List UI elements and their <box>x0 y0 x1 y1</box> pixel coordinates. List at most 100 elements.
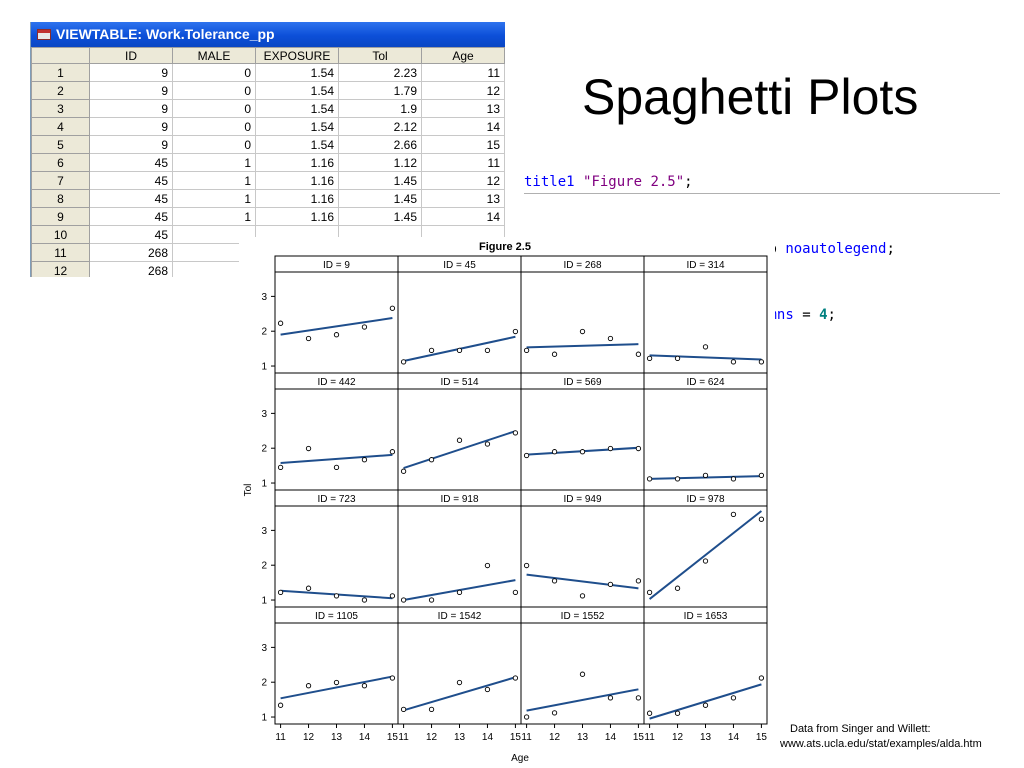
data-point <box>551 449 558 455</box>
row-number[interactable]: 4 <box>31 117 90 136</box>
row-number[interactable]: 10 <box>31 225 90 244</box>
row-number[interactable]: 6 <box>31 153 90 172</box>
table-row[interactable]: 1 9 0 1.54 2.23 11 <box>31 63 505 82</box>
viewtable-window[interactable]: VIEWTABLE: Work.Tolerance_pp ID MALE EXPOS… <box>30 22 505 277</box>
data-point <box>305 585 312 591</box>
regression-line <box>648 510 763 600</box>
panel: ID = 1653 11 12 13 14 15 <box>643 606 768 743</box>
data-point <box>305 683 312 689</box>
data-point <box>646 589 653 596</box>
x-tick-label: 13 <box>454 732 466 743</box>
data-point <box>361 597 368 603</box>
code-token: ; <box>886 241 895 257</box>
data-point <box>579 671 586 677</box>
data-point <box>400 468 407 474</box>
data-point <box>484 347 491 354</box>
y-axis-label: Tol <box>243 484 254 497</box>
y-tick-label: 1 <box>261 713 267 724</box>
table-cell[interactable]: 1.16 <box>255 153 339 172</box>
data-point <box>758 472 765 479</box>
data-point <box>635 445 642 452</box>
table-cell[interactable]: 2.66 <box>338 135 422 154</box>
data-point <box>512 328 519 335</box>
data-point <box>579 449 586 455</box>
panel: ID = 723 1 2 3 <box>261 489 399 608</box>
column-header-age[interactable]: Age <box>421 47 505 64</box>
panel-label: ID = 1105 <box>315 611 358 622</box>
panel-label: ID = 918 <box>440 494 479 505</box>
table-cell[interactable]: 1.45 <box>338 171 422 190</box>
x-tick-label: 11 <box>644 732 655 743</box>
data-point <box>730 476 737 482</box>
row-number[interactable]: 9 <box>31 207 90 226</box>
x-tick-label: 15 <box>756 732 768 743</box>
data-point <box>579 593 586 599</box>
data-point <box>646 355 653 362</box>
regression-line <box>649 354 762 361</box>
data-point <box>523 714 530 720</box>
table-row[interactable]: 9 45 1 1.16 1.45 14 <box>31 207 505 226</box>
data-point <box>551 578 558 584</box>
row-number[interactable]: 8 <box>31 189 90 208</box>
x-tick-label: 13 <box>331 732 343 743</box>
row-number[interactable]: 1 <box>31 63 90 82</box>
row-number[interactable]: 7 <box>31 171 90 190</box>
table-cell[interactable]: 1.54 <box>255 99 339 118</box>
data-point <box>428 347 435 354</box>
panel: ID = 314 <box>643 255 768 374</box>
column-header-tol[interactable]: Tol <box>338 47 422 64</box>
data-point <box>579 328 586 335</box>
panel-label: ID = 978 <box>686 494 725 505</box>
table-cell[interactable]: 1.54 <box>255 117 339 136</box>
table-row[interactable]: 7 45 1 1.16 1.45 12 <box>31 171 505 190</box>
row-number[interactable]: 11 <box>31 243 90 262</box>
table-row[interactable]: 6 45 1 1.16 1.12 11 <box>31 153 505 172</box>
data-point <box>702 472 709 479</box>
data-point <box>277 702 284 708</box>
regression-line <box>526 573 639 590</box>
x-tick-label: 15 <box>510 732 522 743</box>
regression-line <box>280 675 393 700</box>
data-point <box>674 585 681 591</box>
data-point <box>400 597 407 603</box>
table-cell[interactable]: 1.45 <box>338 207 422 226</box>
row-number[interactable]: 12 <box>31 261 90 277</box>
x-tick-label: 13 <box>577 732 589 743</box>
table-cell[interactable]: 268 <box>89 261 173 277</box>
data-point <box>333 464 340 471</box>
data-point <box>512 430 519 436</box>
x-tick-label: 14 <box>359 732 371 743</box>
viewtable-titlebar[interactable]: VIEWTABLE: Work.Tolerance_pp <box>31 22 505 47</box>
panel-label: ID = 9 <box>323 260 350 271</box>
panel-label: ID = 442 <box>317 377 356 388</box>
data-point <box>646 476 653 482</box>
data-point <box>389 675 396 681</box>
code-token: ; <box>827 307 836 323</box>
x-tick-label: 15 <box>387 732 399 743</box>
panel-label: ID = 268 <box>563 260 602 271</box>
y-tick-label: 3 <box>261 643 267 654</box>
table-row[interactable]: 8 45 1 1.16 1.45 13 <box>31 189 505 208</box>
table-cell[interactable]: 1.12 <box>338 153 422 172</box>
panel-label: ID = 45 <box>443 260 476 271</box>
column-header-exposure[interactable]: EXPOSURE <box>255 47 339 64</box>
x-tick-label: 12 <box>426 732 438 743</box>
panel: ID = 1542 11 12 13 14 15 <box>397 606 522 743</box>
data-point <box>607 581 614 588</box>
data-point <box>512 675 519 681</box>
source-url[interactable]: www.ats.ucla.edu/stat/examples/alda.htm <box>780 738 982 750</box>
column-header-id[interactable]: ID <box>89 47 173 64</box>
data-point <box>702 558 709 564</box>
data-point <box>456 437 463 443</box>
data-point <box>305 445 312 452</box>
viewtable-title: VIEWTABLE: Work.Tolerance_pp <box>56 26 275 42</box>
data-point <box>730 511 737 518</box>
panel: ID = 978 <box>643 489 768 608</box>
column-header-male[interactable]: MALE <box>172 47 256 64</box>
source-line-1: Data from Singer and Willett: <box>790 723 931 735</box>
table-cell[interactable]: 11 <box>421 153 505 172</box>
data-point <box>361 683 368 689</box>
table-cell[interactable]: 12 <box>421 81 505 100</box>
panel-label: ID = 1542 <box>438 611 482 622</box>
